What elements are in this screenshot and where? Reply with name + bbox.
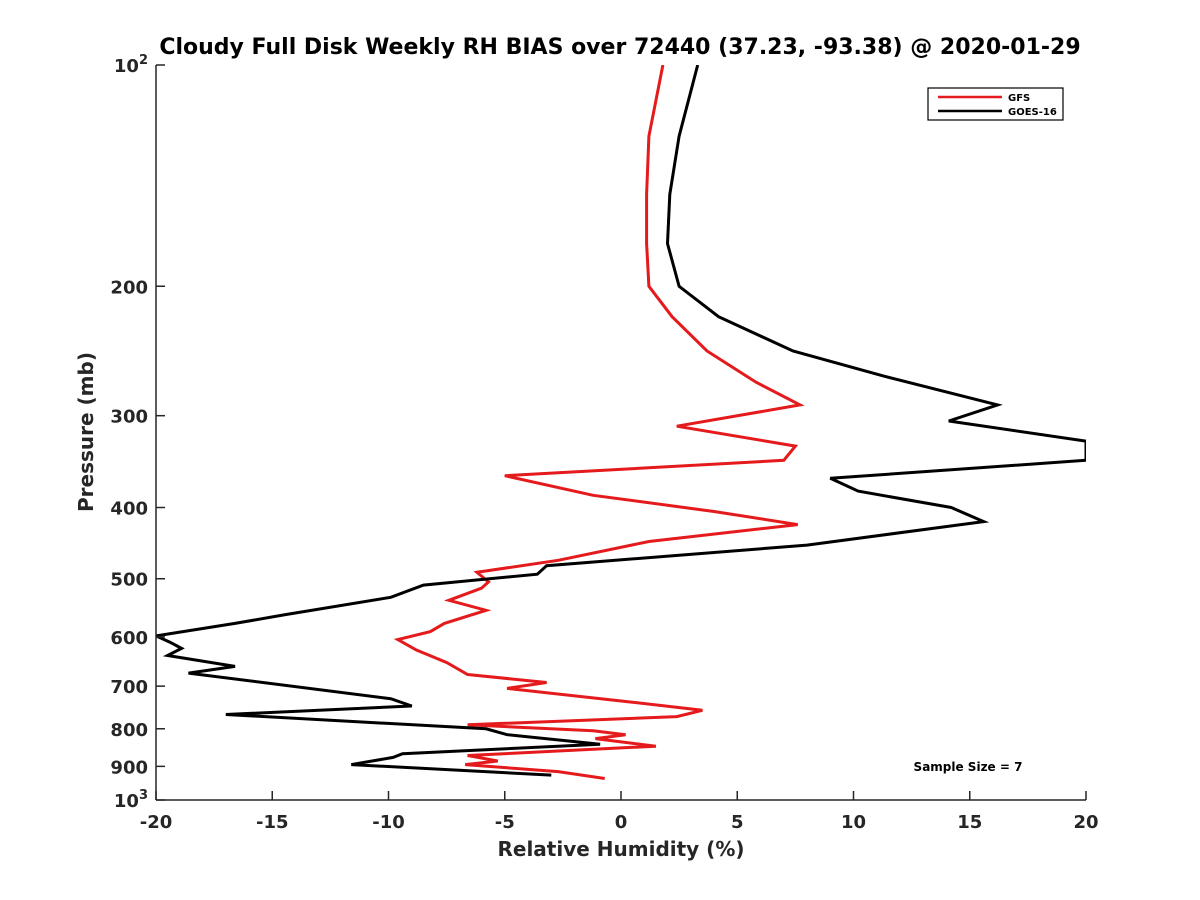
legend-box [927, 87, 1064, 121]
legend-label-gfs: GFS [1008, 93, 1030, 104]
y-tick-label: 800 [110, 720, 148, 741]
legend-label-goes16: GOES-16 [1008, 107, 1057, 118]
x-tick-label: 5 [731, 812, 744, 833]
series-line-goes16 [156, 65, 1086, 777]
y-tick-label: 700 [110, 677, 148, 698]
y-tick-label: 600 [110, 628, 148, 649]
y-tick-label: 300 [110, 407, 148, 428]
x-tick-label: 15 [957, 812, 982, 833]
sample-size-annotation: Sample Size = 7 [914, 760, 1023, 774]
x-tick-label: 10 [841, 812, 866, 833]
x-tick-label: 0 [615, 812, 628, 833]
legend: GFS GOES-16 [927, 87, 1064, 121]
y-ticks: 102 200 300 400 500 600 700 800 900 103 [110, 53, 165, 812]
x-ticks: -20 -15 -10 -5 0 5 10 15 20 [140, 791, 1099, 833]
x-tick-label: 20 [1073, 812, 1098, 833]
x-tick-label: -10 [372, 812, 405, 833]
y-tick-label: 200 [110, 277, 148, 298]
chart-title: Cloudy Full Disk Weekly RH BIAS over 724… [159, 35, 1080, 60]
y-tick-label: 500 [110, 570, 148, 591]
series-layer [156, 65, 1086, 780]
x-axis-label: Relative Humidity (%) [497, 837, 744, 861]
axes [155, 65, 1086, 801]
y-tick-label: 103 [114, 788, 148, 812]
y-tick-label: 900 [110, 757, 148, 778]
x-tick-label: -20 [140, 812, 173, 833]
y-axis-label: Pressure (mb) [74, 352, 98, 512]
x-tick-label: -15 [256, 812, 289, 833]
x-tick-label: -5 [495, 812, 515, 833]
series-line-gfs [393, 65, 805, 780]
y-tick-label: 400 [110, 499, 148, 520]
y-tick-label: 102 [114, 53, 148, 77]
